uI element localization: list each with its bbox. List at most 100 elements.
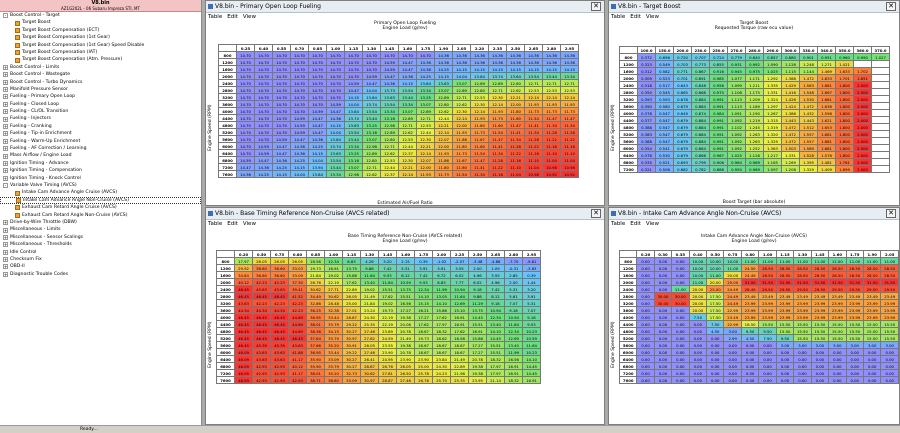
table-cell[interactable]: 11.60: [470, 142, 489, 150]
table-cell[interactable]: 1.092: [727, 116, 746, 124]
table-cell[interactable]: 0.00: [653, 355, 673, 363]
table-cell[interactable]: 1.681: [817, 144, 836, 152]
table-cell[interactable]: 0.906: [709, 158, 728, 166]
table-cell[interactable]: 19.38: [396, 341, 415, 349]
table-cell[interactable]: 10.00: [688, 264, 708, 272]
rom-header[interactable]: V8.bin AZ1G202L - 06 Subaru Impreza STI,…: [0, 0, 201, 12]
table-cell[interactable]: 7.42: [378, 264, 397, 272]
table-cell[interactable]: 8.12: [396, 271, 415, 279]
table-cell[interactable]: 12.21: [434, 121, 453, 129]
table-cell[interactable]: 1.851: [853, 74, 872, 82]
table-cell[interactable]: 0.00: [671, 327, 690, 335]
table-cell[interactable]: 0.00: [636, 327, 655, 335]
table-cell[interactable]: 12.07: [434, 135, 453, 143]
table-cell[interactable]: 1.190: [745, 109, 764, 117]
table-cell[interactable]: 12.89: [362, 149, 381, 157]
row-header[interactable]: 2000: [618, 278, 638, 286]
table-cell[interactable]: 13.40: [486, 320, 505, 328]
table-cell[interactable]: 23.49: [793, 292, 812, 300]
table-cell[interactable]: 0.967: [709, 151, 728, 159]
table-cell[interactable]: 29.50: [775, 285, 795, 293]
table-cell[interactable]: 24.30: [432, 362, 451, 370]
table-cell[interactable]: 14.15: [272, 170, 291, 178]
table-cell[interactable]: 0.866: [691, 151, 710, 159]
table-cell[interactable]: 13.74: [362, 100, 381, 108]
table-cell[interactable]: 17.97: [234, 257, 253, 265]
table-cell[interactable]: 0.984: [709, 109, 728, 117]
table-cell[interactable]: 21.84: [306, 271, 325, 279]
table-cell[interactable]: 45.39: [270, 341, 289, 349]
table-cell[interactable]: 1.530: [799, 95, 818, 103]
table-cell[interactable]: 3.00: [793, 341, 812, 349]
table-cell[interactable]: 11.34: [506, 135, 525, 143]
table-cell[interactable]: 14.70: [254, 51, 273, 59]
row-header[interactable]: 3200: [218, 93, 237, 101]
table-cell[interactable]: 14.70: [344, 58, 363, 66]
table-cell[interactable]: 14.59: [308, 107, 327, 115]
table-cell[interactable]: 17.97: [486, 362, 505, 370]
table-cell[interactable]: 0.39: [522, 271, 541, 279]
table-cell[interactable]: 17.62: [378, 292, 397, 300]
table-cell[interactable]: 18.67: [450, 341, 469, 349]
table-cell[interactable]: 15.51: [396, 292, 415, 300]
table-cell[interactable]: 11.99: [432, 285, 451, 293]
menu-table[interactable]: Table: [208, 221, 223, 227]
row-header[interactable]: 4800: [216, 327, 235, 335]
column-header[interactable]: 0.35: [671, 250, 690, 258]
table-cell[interactable]: 13.44: [398, 93, 417, 101]
table-cell[interactable]: 14.70: [272, 86, 291, 94]
table-cell[interactable]: 14.59: [344, 79, 363, 87]
table-cell[interactable]: 0.00: [810, 355, 830, 363]
tree-category[interactable]: + Drive-by-Wire Throttle (DBW): [0, 219, 201, 226]
expander-icon[interactable]: +: [3, 175, 8, 181]
table-cell[interactable]: 13.34: [398, 100, 417, 108]
table-cell[interactable]: 15.50: [845, 327, 864, 335]
table-cell[interactable]: 11.93: [488, 107, 507, 115]
window-titlebar[interactable]: V8.bin - Base Timing Reference Non-Cruis…: [206, 208, 604, 220]
table-cell[interactable]: 1.512: [799, 123, 818, 131]
table-cell[interactable]: 14.15: [308, 149, 327, 157]
table-cell[interactable]: 12.30: [470, 100, 489, 108]
table-cell[interactable]: 1.329: [799, 165, 818, 173]
table-cell[interactable]: 13.84: [470, 72, 489, 80]
table-cell[interactable]: 16.91: [468, 327, 487, 335]
table-cell[interactable]: 11.29: [468, 299, 487, 307]
table-cell[interactable]: 22.99: [723, 320, 742, 328]
table-cell[interactable]: 19.73: [306, 264, 325, 272]
table-cell[interactable]: 0.969: [745, 158, 764, 166]
table-cell[interactable]: 14.70: [308, 100, 327, 108]
table-cell[interactable]: 12.30: [398, 156, 417, 164]
table-cell[interactable]: 14.70: [326, 93, 345, 101]
table-cell[interactable]: 1.211: [745, 81, 764, 89]
column-header[interactable]: 2.25: [450, 250, 469, 258]
table-cell[interactable]: 14.59: [290, 114, 309, 122]
table-cell[interactable]: 11.64: [360, 271, 379, 279]
table-cell[interactable]: 1.092: [727, 144, 746, 152]
table-cell[interactable]: 0.00: [793, 376, 812, 384]
table-cell[interactable]: 0.00: [653, 362, 673, 370]
table-cell[interactable]: 11.16: [524, 149, 543, 157]
table-cell[interactable]: 23.99: [880, 299, 899, 307]
tree-table-item[interactable]: Exhaust Cam Retard Angle Cruise (AVCS): [0, 204, 201, 211]
table-cell[interactable]: 28.50: [775, 264, 795, 272]
column-header[interactable]: 0.50: [706, 250, 725, 258]
table-cell[interactable]: 18.32: [432, 327, 451, 335]
row-header[interactable]: 5200: [619, 130, 638, 138]
table-cell[interactable]: 16.91: [504, 362, 523, 370]
table-cell[interactable]: 28.87: [378, 376, 397, 384]
table-cell[interactable]: 12.98: [344, 170, 363, 178]
table-cell[interactable]: 34.84: [234, 271, 253, 279]
table-cell[interactable]: 23.99: [740, 313, 760, 321]
table-cell[interactable]: 11.16: [560, 142, 579, 150]
row-header[interactable]: 5600: [216, 341, 235, 349]
table-cell[interactable]: 40.12: [288, 362, 307, 370]
table-cell[interactable]: 14.47: [362, 79, 381, 87]
table-cell[interactable]: 0.991: [709, 116, 728, 124]
table-cell[interactable]: 11.28: [488, 156, 507, 164]
table-cell[interactable]: 11.93: [434, 149, 453, 157]
table-cell[interactable]: -1.02: [432, 257, 451, 265]
table-cell[interactable]: 16.21: [414, 306, 433, 314]
column-header[interactable]: 270.0: [727, 46, 746, 54]
table-cell[interactable]: 1.443: [799, 116, 818, 124]
column-header[interactable]: 280.0: [745, 46, 764, 54]
